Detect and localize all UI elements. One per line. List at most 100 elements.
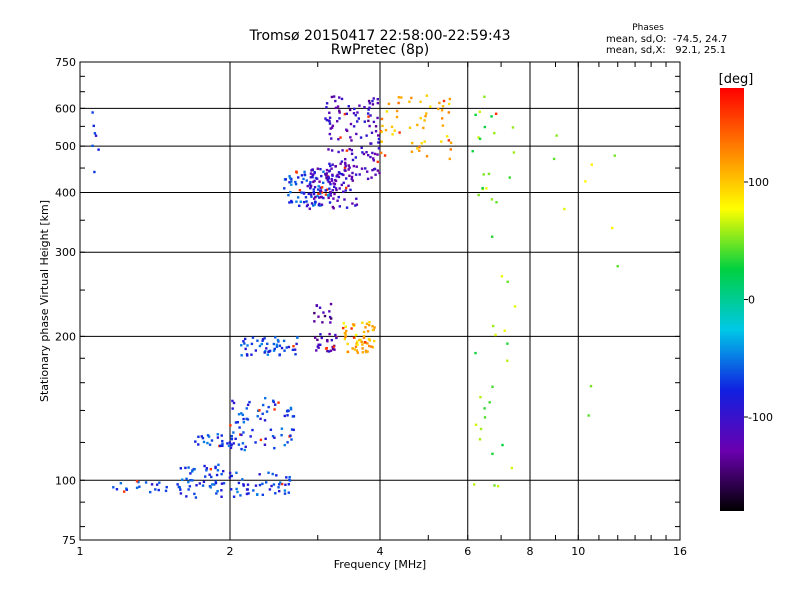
echo-point [344, 164, 347, 168]
echo-point [447, 139, 451, 142]
echo-point [387, 102, 391, 106]
echo-point [336, 120, 339, 123]
x-tick-label: 2 [227, 545, 234, 558]
echo-point [381, 124, 384, 128]
echo-point [234, 437, 237, 441]
echo-point [338, 117, 341, 120]
echo-point [364, 326, 367, 329]
echo-point [242, 417, 245, 421]
echo-point [274, 492, 277, 495]
echo-point [261, 493, 265, 497]
echo-point [311, 168, 314, 172]
echo-point [563, 207, 566, 211]
x-tick-label: 8 [527, 545, 534, 558]
echo-point [438, 101, 441, 105]
echo-point [327, 170, 331, 173]
echo-point [290, 438, 293, 441]
echo-point [334, 106, 338, 110]
echo-point [315, 177, 319, 180]
echo-point [352, 164, 356, 168]
echo-point [419, 116, 422, 120]
echo-point [285, 410, 289, 413]
echo-point [319, 195, 323, 199]
echo-point [258, 483, 262, 487]
echo-point [376, 160, 379, 164]
echo-point [339, 136, 342, 139]
echo-point [325, 106, 328, 109]
echo-point [364, 167, 367, 170]
echo-point [184, 466, 187, 470]
echo-point [338, 205, 342, 208]
echo-point [372, 97, 375, 100]
echo-point [366, 330, 370, 333]
echo-point [272, 349, 276, 352]
echo-point [328, 315, 332, 319]
echo-point [329, 190, 332, 194]
echo-point [333, 348, 336, 351]
echo-point [344, 177, 348, 180]
echo-point [312, 180, 315, 184]
echo-point [371, 168, 374, 172]
echo-point [336, 199, 339, 202]
x-tick-label: 16 [673, 545, 687, 558]
echo-point [490, 198, 494, 201]
echo-point [369, 114, 372, 117]
echo-point [201, 484, 205, 487]
echo-point [365, 350, 368, 354]
echo-point [362, 336, 366, 339]
echo-point [327, 148, 330, 151]
echo-point [332, 345, 335, 348]
echo-point [441, 104, 445, 108]
echo-point [219, 444, 222, 448]
echo-point [373, 167, 377, 171]
echo-point [289, 434, 292, 437]
echo-point [493, 484, 496, 487]
echo-point [210, 475, 213, 479]
echo-point [383, 154, 387, 157]
echo-point [284, 483, 287, 486]
echo-point [338, 111, 341, 114]
echo-point [474, 113, 477, 117]
echo-point [202, 440, 206, 444]
echo-point [248, 400, 251, 404]
echo-point [448, 97, 452, 101]
echo-point [193, 492, 196, 496]
echo-point [328, 332, 331, 336]
echo-point [329, 349, 333, 352]
echo-point [256, 339, 259, 342]
echo-point [337, 171, 341, 174]
echo-point [210, 439, 214, 442]
echo-point [91, 111, 94, 114]
echo-point [321, 321, 324, 324]
echo-point [425, 155, 429, 158]
echo-point [380, 117, 384, 121]
x-axis-ticks: 1 2 4 6 8 10 16 [77, 62, 687, 558]
echo-point [176, 483, 179, 486]
echo-point [377, 141, 380, 144]
echo-point [331, 347, 335, 351]
echo-point [213, 483, 216, 486]
echo-point [376, 116, 379, 120]
echo-point [367, 323, 371, 327]
echo-point [487, 172, 491, 176]
x-tick-label: 1 [77, 545, 84, 558]
echo-point [302, 177, 305, 181]
echo-point [221, 444, 224, 448]
echo-point [397, 96, 401, 99]
echo-point [316, 194, 319, 198]
echo-point [203, 464, 206, 468]
echo-point [275, 345, 279, 348]
echo-point [209, 467, 213, 471]
echo-point [232, 495, 236, 498]
echo-point [374, 173, 377, 176]
echo-point [366, 350, 369, 353]
echo-point [246, 403, 250, 407]
echo-point [340, 97, 344, 101]
echo-point [319, 204, 322, 207]
echo-point [317, 343, 320, 346]
echo-point [181, 478, 184, 481]
echo-point [125, 488, 129, 491]
echo-point [179, 492, 183, 495]
echo-point [512, 151, 516, 154]
